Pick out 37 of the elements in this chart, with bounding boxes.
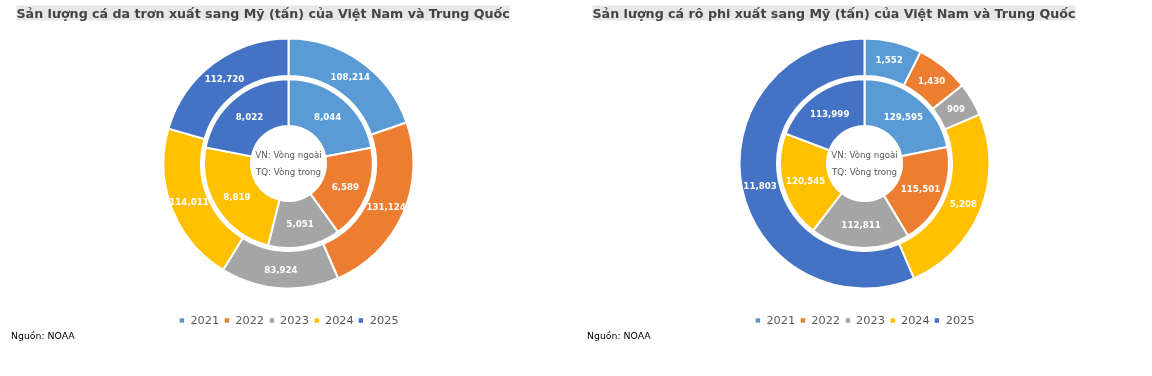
- legend-label: 2021: [190, 313, 220, 327]
- data-label: 11,803: [743, 180, 777, 191]
- data-label: 131,124: [366, 201, 406, 212]
- chart-title: Sản lượng cá da trơn xuất sang Mỹ (tấn) của Việt Nam và Trung Quốc: [16, 5, 510, 21]
- legend-label: 2023: [280, 313, 309, 327]
- data-label: 6,589: [331, 181, 360, 192]
- data-label: 1,552: [875, 55, 903, 66]
- data-label: 112,811: [841, 220, 881, 231]
- data-label: 909: [947, 104, 966, 115]
- data-label: 83,924: [264, 265, 298, 276]
- data-label: 120,545: [785, 175, 826, 186]
- data-label: 129,595: [883, 111, 924, 122]
- legend-label: 2022: [235, 313, 265, 327]
- data-label: 108,214: [330, 72, 371, 83]
- legend-label: 2025: [945, 313, 975, 327]
- data-label: 115,501: [900, 183, 941, 194]
- legend-label: 2024: [900, 313, 930, 327]
- text: Nguồn: NOAA: [11, 330, 76, 341]
- data-label: 1,430: [917, 76, 946, 87]
- text: TQ: Vòng trong: [254, 167, 322, 178]
- text: Nguồn: NOAA: [587, 330, 652, 341]
- text: VN: Vòng ngoài: [831, 149, 898, 160]
- legend-label: 2024: [324, 313, 354, 327]
- legend-label: 2021: [766, 313, 796, 327]
- data-label: 8,819: [223, 191, 251, 202]
- data-label: 8,044: [313, 111, 342, 122]
- data-label: 5,051: [286, 219, 314, 230]
- data-label: 113,999: [809, 108, 850, 119]
- text: TQ: Vòng trong: [830, 167, 898, 178]
- legend-label: 2023: [856, 313, 885, 327]
- data-label: 5,208: [949, 198, 978, 209]
- legend-label: 2022: [811, 313, 841, 327]
- data-label: 112,720: [204, 73, 245, 84]
- text: VN: Vòng ngoài: [255, 149, 322, 160]
- data-label: 8,022: [235, 111, 264, 122]
- chart-title: Sản lượng cá rô phi xuất sang Mỹ (tấn) của Việt Nam và Trung Quốc: [592, 5, 1076, 21]
- legend-label: 2025: [369, 313, 399, 327]
